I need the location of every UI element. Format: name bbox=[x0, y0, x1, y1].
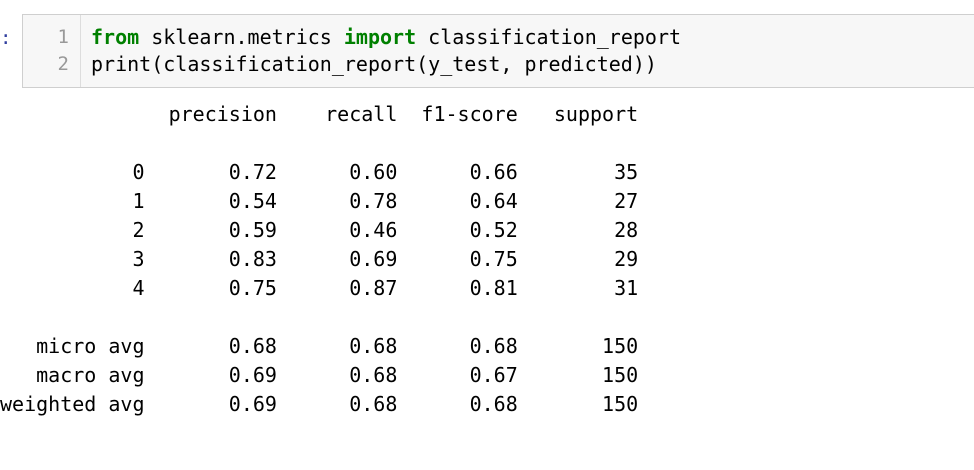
report-avg-row: micro avg 0.68 0.68 0.68 150 bbox=[0, 334, 639, 358]
input-prompt: : bbox=[0, 27, 12, 49]
keyword-import: import bbox=[343, 25, 417, 49]
report-row: 4 0.75 0.87 0.81 31 bbox=[0, 276, 639, 300]
report-header: precision recall f1-score support bbox=[0, 102, 639, 126]
report-row: 1 0.54 0.78 0.64 27 bbox=[0, 189, 639, 213]
line-number: 1 bbox=[57, 26, 69, 48]
keyword-from: from bbox=[91, 25, 140, 49]
code-line-print[interactable]: print(classification_report(y_test, pred… bbox=[91, 52, 657, 76]
report-avg-row: weighted avg 0.69 0.68 0.68 150 bbox=[0, 392, 639, 416]
line-number: 2 bbox=[57, 53, 69, 75]
imported-name: classification_report bbox=[416, 25, 682, 49]
code-input-cell[interactable]: 1 2 from sklearn.metrics import classifi… bbox=[22, 14, 974, 88]
module-name: sklearn.metrics bbox=[139, 25, 344, 49]
report-avg-row: macro avg 0.69 0.68 0.67 150 bbox=[0, 363, 639, 387]
blank-line bbox=[0, 303, 638, 332]
report-row: 0 0.72 0.60 0.66 35 bbox=[0, 160, 639, 184]
blank-line bbox=[0, 129, 638, 158]
report-row: 3 0.83 0.69 0.75 29 bbox=[0, 247, 639, 271]
code-line-import[interactable]: from sklearn.metrics import classificati… bbox=[91, 24, 681, 51]
report-row: 2 0.59 0.46 0.52 28 bbox=[0, 218, 639, 242]
line-number-gutter: 1 2 bbox=[23, 15, 81, 87]
cell-output: precision recall f1-score support 0 0.72… bbox=[0, 100, 638, 419]
code-editor[interactable]: from sklearn.metrics import classificati… bbox=[91, 24, 681, 78]
